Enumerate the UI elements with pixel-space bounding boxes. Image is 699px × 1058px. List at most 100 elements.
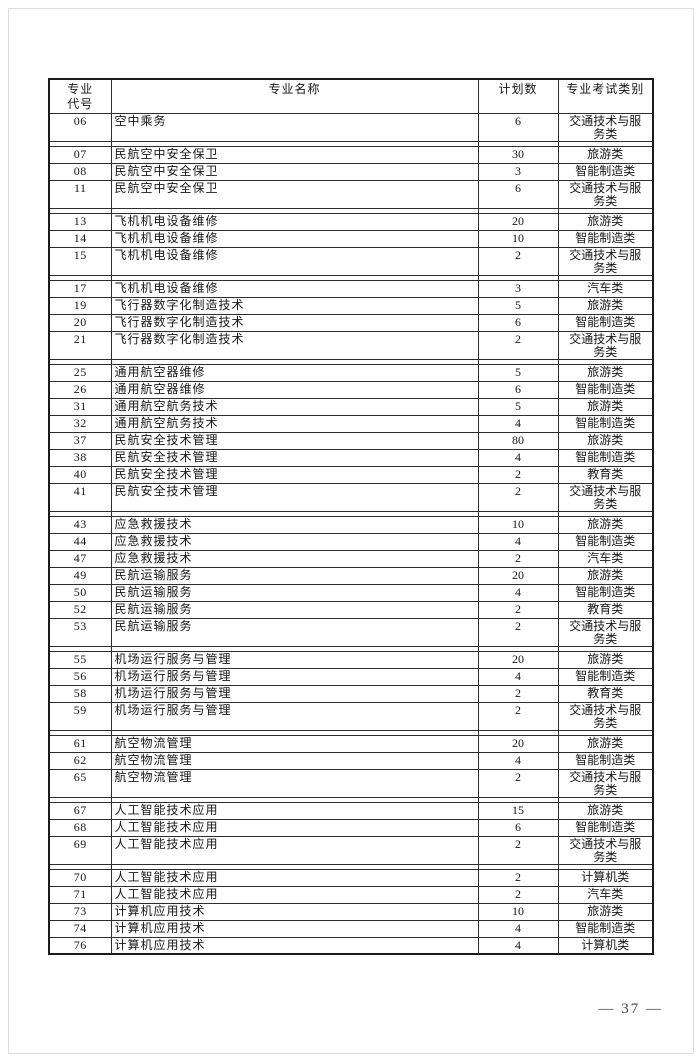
table-row: 37 民航安全技术管理 80 旅游类 <box>48 431 654 450</box>
category-cell: 智能制造类 <box>557 162 654 181</box>
category-cell: 旅游类 <box>557 145 654 164</box>
plan-cell: 2 <box>477 885 559 904</box>
name-cell: 民航安全技术管理 <box>110 448 479 467</box>
header-code-line: 代号 <box>67 97 94 111</box>
header-category-line: 专业考试类别 <box>566 82 645 96</box>
header-category: 专业考试类别 <box>557 78 654 114</box>
category-cell: 智能制造类 <box>557 583 654 602</box>
table-header: 专业 代号 专业名称 计划数 专业考试类别 <box>48 78 654 114</box>
code-cell: 31 <box>48 397 112 416</box>
category-cell: 交通技术与服务类 <box>557 768 654 798</box>
table-row: 56 机场运行服务与管理 4 智能制造类 <box>48 667 654 686</box>
header-row: 专业 代号 专业名称 计划数 专业考试类别 <box>48 78 654 114</box>
table-row: 41 民航安全技术管理 2 交通技术与服务类 <box>48 482 654 512</box>
code-cell: 67 <box>48 801 112 820</box>
name-cell: 民航安全技术管理 <box>110 482 479 512</box>
name-cell: 航空物流管理 <box>110 768 479 798</box>
code-cell: 49 <box>48 566 112 585</box>
name-cell: 应急救援技术 <box>110 515 479 534</box>
name-cell: 民航安全技术管理 <box>110 465 479 484</box>
plan-cell: 5 <box>477 296 559 315</box>
table-row: 26 通用航空器维修 6 智能制造类 <box>48 380 654 399</box>
table-row: 76 计算机应用技术 4 计算机类 <box>48 936 654 955</box>
plan-cell: 20 <box>477 734 559 753</box>
category-cell: 旅游类 <box>557 902 654 921</box>
name-cell: 计算机应用技术 <box>110 919 479 938</box>
plan-cell: 2 <box>477 617 559 647</box>
category-cell: 教育类 <box>557 600 654 619</box>
name-cell: 机场运行服务与管理 <box>110 667 479 686</box>
name-cell: 航空物流管理 <box>110 734 479 753</box>
header-plan: 计划数 <box>477 78 559 114</box>
page-number-label: — 37 — <box>598 1001 663 1017</box>
name-cell: 计算机应用技术 <box>110 902 479 921</box>
table-row: 44 应急救援技术 4 智能制造类 <box>48 532 654 551</box>
name-cell: 通用航空航务技术 <box>110 397 479 416</box>
header-plan-line: 计划数 <box>498 82 538 96</box>
plan-cell: 2 <box>477 701 559 731</box>
name-cell: 人工智能技术应用 <box>110 868 479 887</box>
code-cell: 41 <box>48 482 112 512</box>
plan-cell: 4 <box>477 667 559 686</box>
category-cell: 智能制造类 <box>557 751 654 770</box>
table-row: 62 航空物流管理 4 智能制造类 <box>48 751 654 770</box>
category-cell: 旅游类 <box>557 566 654 585</box>
table-row: 31 通用航空航务技术 5 旅游类 <box>48 397 654 416</box>
name-cell: 飞行器数字化制造技术 <box>110 330 479 360</box>
name-cell: 人工智能技术应用 <box>110 818 479 837</box>
code-cell: 13 <box>48 212 112 231</box>
category-cell: 旅游类 <box>557 801 654 820</box>
category-cell: 智能制造类 <box>557 818 654 837</box>
plan-cell: 2 <box>477 684 559 703</box>
name-cell: 民航运输服务 <box>110 600 479 619</box>
plan-cell: 2 <box>477 246 559 276</box>
header-name: 专业名称 <box>110 78 479 114</box>
code-cell: 69 <box>48 835 112 865</box>
code-cell: 73 <box>48 902 112 921</box>
code-cell: 59 <box>48 701 112 731</box>
plan-cell: 80 <box>477 431 559 450</box>
code-cell: 07 <box>48 145 112 164</box>
plan-cell: 6 <box>477 380 559 399</box>
name-cell: 通用航空航务技术 <box>110 414 479 433</box>
category-cell: 汽车类 <box>557 549 654 568</box>
category-cell: 旅游类 <box>557 212 654 231</box>
category-cell: 教育类 <box>557 465 654 484</box>
name-cell: 机场运行服务与管理 <box>110 684 479 703</box>
table-row: 69 人工智能技术应用 2 交通技术与服务类 <box>48 835 654 865</box>
table-row: 06 空中乘务 6 交通技术与服务类 <box>48 112 654 142</box>
name-cell: 人工智能技术应用 <box>110 885 479 904</box>
plan-cell: 2 <box>477 549 559 568</box>
table-row: 73 计算机应用技术 10 旅游类 <box>48 902 654 921</box>
plan-cell: 20 <box>477 212 559 231</box>
category-cell: 交通技术与服务类 <box>557 330 654 360</box>
plan-cell: 6 <box>477 818 559 837</box>
table-row: 61 航空物流管理 20 旅游类 <box>48 734 654 753</box>
table-row: 19 飞行器数字化制造技术 5 旅游类 <box>48 296 654 315</box>
plan-cell: 2 <box>477 482 559 512</box>
plan-cell: 4 <box>477 448 559 467</box>
plan-cell: 4 <box>477 532 559 551</box>
code-cell: 06 <box>48 112 112 142</box>
table-row: 70 人工智能技术应用 2 计算机类 <box>48 868 654 887</box>
table-row: 07 民航空中安全保卫 30 旅游类 <box>48 145 654 164</box>
header-code-line: 专业 <box>67 82 94 96</box>
category-cell: 旅游类 <box>557 650 654 669</box>
code-cell: 50 <box>48 583 112 602</box>
category-cell: 计算机类 <box>557 868 654 887</box>
plan-cell: 4 <box>477 414 559 433</box>
plan-cell: 2 <box>477 835 559 865</box>
table-row: 53 民航运输服务 2 交通技术与服务类 <box>48 617 654 647</box>
plan-cell: 3 <box>477 279 559 298</box>
table-row: 47 应急救援技术 2 汽车类 <box>48 549 654 568</box>
plan-cell: 30 <box>477 145 559 164</box>
category-cell: 旅游类 <box>557 431 654 450</box>
category-cell: 智能制造类 <box>557 313 654 332</box>
code-cell: 37 <box>48 431 112 450</box>
category-cell: 计算机类 <box>557 936 654 955</box>
table-row: 25 通用航空器维修 5 旅游类 <box>48 363 654 382</box>
code-cell: 71 <box>48 885 112 904</box>
name-cell: 应急救援技术 <box>110 549 479 568</box>
plan-cell: 4 <box>477 936 559 955</box>
name-cell: 飞机机电设备维修 <box>110 246 479 276</box>
